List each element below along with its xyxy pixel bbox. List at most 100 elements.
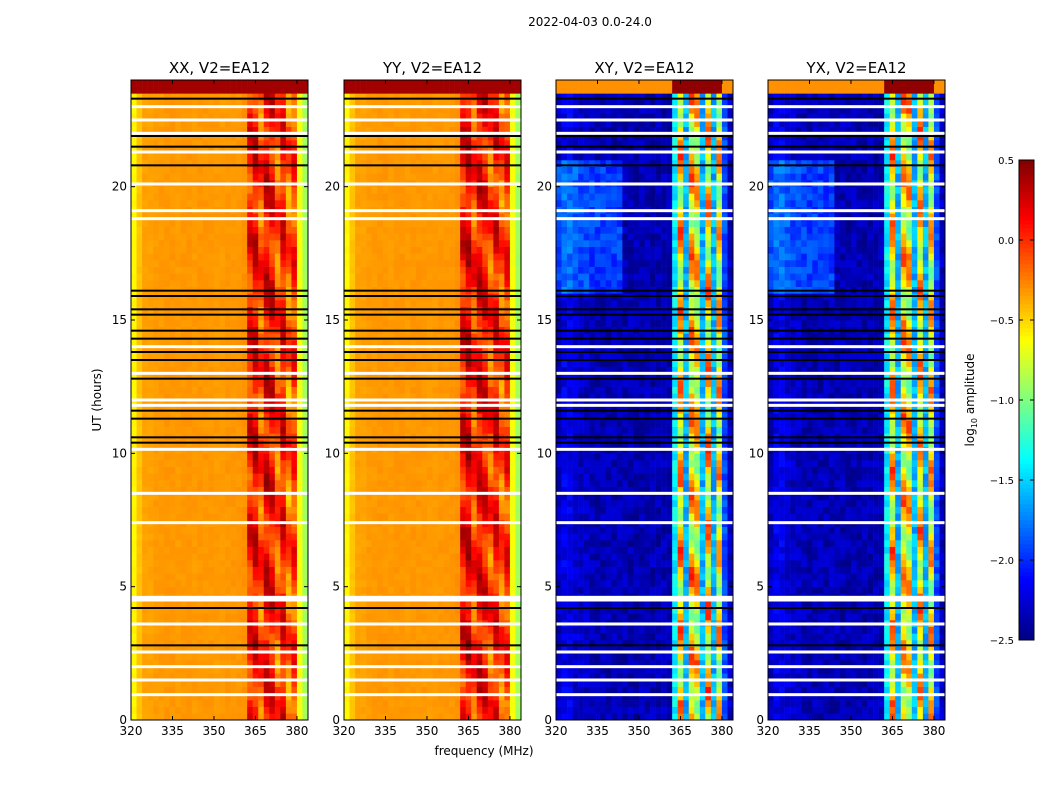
heatmap-cell <box>269 300 275 307</box>
heatmap-cell <box>399 713 405 720</box>
y-tick-label: 10 <box>112 446 127 460</box>
heatmap-cell <box>280 247 286 254</box>
heatmap-cell <box>236 240 242 247</box>
heatmap-cell <box>137 253 143 260</box>
heatmap-cell <box>142 547 148 554</box>
heatmap-cell <box>214 280 220 287</box>
heatmap-cell <box>197 87 203 94</box>
heatmap-cell <box>164 87 170 94</box>
heatmap-cell <box>247 227 253 234</box>
heatmap-cell <box>466 473 472 480</box>
heatmap-cell <box>366 707 372 714</box>
heatmap-cell <box>482 687 488 694</box>
heatmap-cell <box>220 80 226 87</box>
heatmap-cell <box>253 273 259 280</box>
heatmap-cell <box>286 227 292 234</box>
heatmap-cell <box>208 267 214 274</box>
heatmap-cell <box>175 247 181 254</box>
heatmap-cell <box>286 507 292 514</box>
heatmap-cell <box>275 267 281 274</box>
heatmap-cell <box>181 713 187 720</box>
heatmap-cell <box>148 460 154 467</box>
heatmap-cell <box>297 253 303 260</box>
heatmap-cell <box>460 473 466 480</box>
heatmap-cell <box>504 387 510 394</box>
heatmap-cell <box>388 527 394 534</box>
heatmap-cell <box>466 633 472 640</box>
heatmap-cell <box>361 633 367 640</box>
heatmap-cell <box>131 280 137 287</box>
heatmap-cell <box>410 687 416 694</box>
heatmap-cell <box>421 633 427 640</box>
heatmap-cell <box>231 253 237 260</box>
heatmap-cell <box>361 627 367 634</box>
heatmap-cell <box>242 253 248 260</box>
heatmap-cell <box>170 587 176 594</box>
heatmap-cell <box>220 87 226 94</box>
heatmap-cell <box>197 360 203 367</box>
heatmap-cell <box>482 580 488 587</box>
heatmap-cell <box>383 553 389 560</box>
heatmap-cell <box>142 627 148 634</box>
heatmap-cell <box>175 573 181 580</box>
heatmap-cell <box>275 280 281 287</box>
heatmap-cell <box>208 567 214 574</box>
heatmap-cell <box>410 453 416 460</box>
heatmap-cell <box>231 573 237 580</box>
heatmap-cell <box>399 360 405 367</box>
heatmap-cell <box>197 240 203 247</box>
heatmap-cell <box>286 273 292 280</box>
heatmap-cell <box>208 240 214 247</box>
heatmap-cell <box>264 380 270 387</box>
heatmap-cell <box>416 713 422 720</box>
heatmap-cell <box>504 700 510 707</box>
heatmap-cell <box>302 167 308 174</box>
heatmap-cell <box>247 380 253 387</box>
heatmap-cell <box>181 473 187 480</box>
heatmap-cell <box>142 380 148 387</box>
heatmap-cell <box>197 227 203 234</box>
heatmap-cell <box>280 560 286 567</box>
heatmap-cell <box>388 460 394 467</box>
heatmap-cell <box>399 473 405 480</box>
heatmap-cell <box>258 613 264 620</box>
heatmap-cell <box>291 613 297 620</box>
heatmap-cell <box>203 200 209 207</box>
heatmap-cell <box>286 387 292 394</box>
heatmap-cell <box>410 380 416 387</box>
heatmap-cell <box>275 320 281 327</box>
heatmap-cell <box>220 427 226 434</box>
heatmap-cell <box>477 527 483 534</box>
heatmap-cell <box>433 567 439 574</box>
heatmap-cell <box>297 707 303 714</box>
heatmap-cell <box>510 540 516 547</box>
heatmap-cell <box>131 613 137 620</box>
heatmap-cell <box>455 480 461 487</box>
heatmap-cell <box>142 267 148 274</box>
heatmap-cell <box>247 533 253 540</box>
heatmap-cell <box>416 540 422 547</box>
heatmap-cell <box>433 480 439 487</box>
heatmap-cell <box>181 613 187 620</box>
heatmap-cell <box>515 540 521 547</box>
heatmap-cell <box>286 240 292 247</box>
heatmap-cell <box>197 567 203 574</box>
heatmap-cell <box>275 567 281 574</box>
heatmap-cell <box>175 480 181 487</box>
heatmap-cell <box>493 627 499 634</box>
heatmap-cell <box>137 527 143 534</box>
heatmap-cell <box>142 513 148 520</box>
heatmap-cell <box>131 267 137 274</box>
heatmap-cell <box>142 233 148 240</box>
heatmap-cell <box>192 527 198 534</box>
heatmap-cell <box>344 527 350 534</box>
heatmap-cell <box>258 200 264 207</box>
heatmap-cell <box>372 547 378 554</box>
heatmap-cell <box>186 380 192 387</box>
heatmap-cell <box>421 513 427 520</box>
heatmap-cell <box>286 587 292 594</box>
heatmap-cell <box>405 580 411 587</box>
heatmap-cell <box>493 687 499 694</box>
heatmap-cell <box>137 507 143 514</box>
heatmap-cell <box>231 560 237 567</box>
